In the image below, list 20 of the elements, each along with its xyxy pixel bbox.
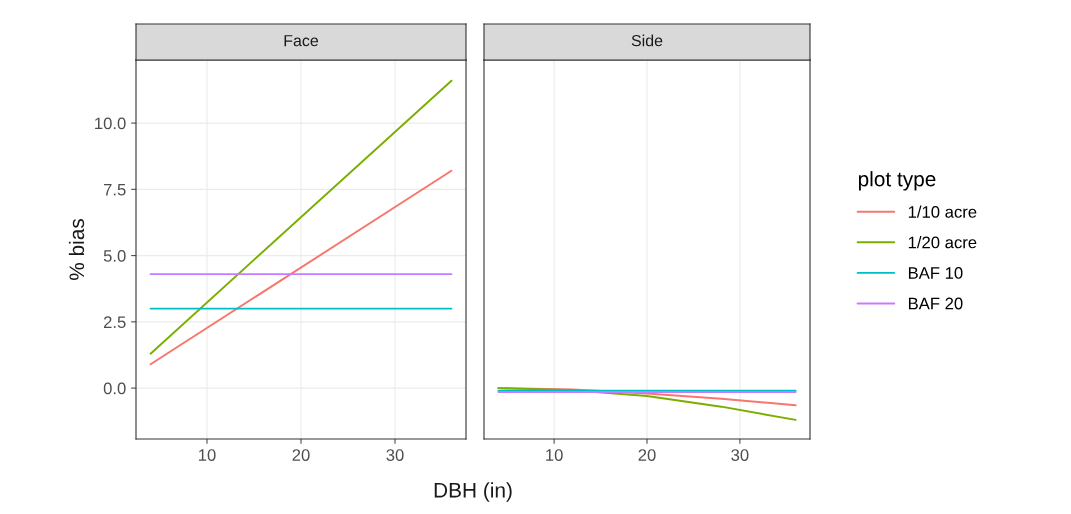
y-axis-title: % bias [68,218,85,281]
y-tick-label: 2.5 [103,316,126,329]
chart-title: Face [284,35,319,47]
x-tick-label: 10 [546,449,563,461]
y-tick-label: 5.0 [103,250,126,262]
legend-label: 1/10 acre [908,205,977,218]
y-tick-label: 0.0 [103,382,126,395]
legend-label: 1/20 acre [908,236,977,249]
x-axis-title: DBH (in) [434,482,512,502]
legend-label: BAF 20 [908,297,963,310]
chart-title: Side [631,34,663,47]
x-tick-label: 20 [638,449,656,461]
x-tick-label: 20 [292,449,310,461]
x-tick-label: 30 [386,449,404,461]
x-tick-label: 10 [198,449,216,461]
legend-label: BAF 10 [908,267,963,279]
legend-title: plot type [858,171,936,191]
x-tick-label: 30 [731,449,749,461]
y-tick-label: 10.0 [95,117,126,130]
y-tick-label: 7.5 [103,183,126,196]
